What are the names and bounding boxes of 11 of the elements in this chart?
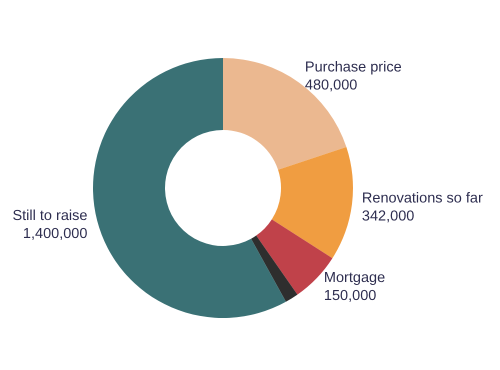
data-label: 150,000: [324, 288, 376, 304]
slice-label: Purchase price: [304, 59, 402, 76]
data-label: 480,000: [304, 77, 358, 94]
slice-label: Renovations so far: [362, 190, 483, 206]
donut-slice: [93, 58, 286, 318]
donut-slice: [272, 147, 353, 258]
data-label: 342,000: [362, 208, 414, 224]
slice-label: Mortgage: [324, 270, 386, 286]
data-label: 1,400,000: [22, 226, 88, 242]
donut-slice: [251, 236, 298, 302]
slice-label: Still to raise: [12, 208, 88, 224]
